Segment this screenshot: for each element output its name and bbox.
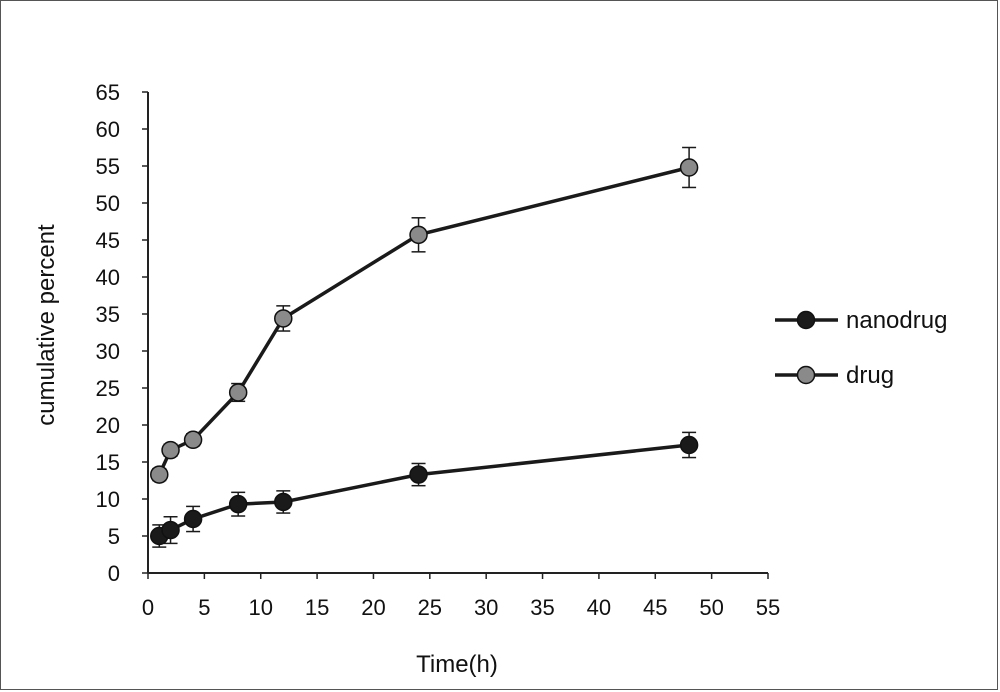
series-drug <box>150 146 699 484</box>
y-axis: 0 5 10 15 20 25 30 35 40 45 50 55 60 65 <box>96 80 149 586</box>
x-tick-label: 35 <box>530 595 554 620</box>
y-tick-label: 55 <box>96 154 120 179</box>
data-point <box>161 520 180 540</box>
data-point <box>228 383 248 402</box>
data-point <box>228 494 248 514</box>
x-tick-label: 0 <box>142 595 154 620</box>
y-tick-label: 45 <box>96 228 120 253</box>
data-point <box>409 225 428 245</box>
x-tick-label: 45 <box>643 595 667 620</box>
data-point <box>679 435 699 455</box>
x-tick-label: 40 <box>587 595 611 620</box>
y-tick-label: 30 <box>96 339 120 364</box>
data-point <box>183 509 203 529</box>
y-tick-label: 0 <box>108 561 120 586</box>
y-tick-label: 10 <box>96 487 120 512</box>
data-point <box>150 465 169 484</box>
y-tick-label: 25 <box>96 376 120 401</box>
x-tick-label: 30 <box>474 595 498 620</box>
x-tick-label: 5 <box>198 595 210 620</box>
y-tick-label: 65 <box>96 80 120 105</box>
x-tick-label: 55 <box>756 595 780 620</box>
series-layer <box>150 146 699 548</box>
x-axis: 0 5 10 15 20 25 30 35 40 45 50 55 <box>142 572 780 620</box>
y-tick-label: 5 <box>108 524 120 549</box>
y-tick-label: 20 <box>96 413 120 438</box>
legend-item-drug: drug <box>775 362 894 389</box>
x-tick-label: 50 <box>699 595 723 620</box>
x-axis-title: Time(h) <box>416 651 498 678</box>
data-point <box>679 158 699 177</box>
legend-marker <box>796 365 816 385</box>
data-point <box>183 430 203 450</box>
y-tick-label: 40 <box>96 265 120 290</box>
legend-label: nanodrug <box>846 307 947 334</box>
legend-item-nanodrug: nanodrug <box>775 307 947 334</box>
x-tick-label: 25 <box>418 595 442 620</box>
data-point <box>409 465 428 484</box>
data-point <box>274 492 293 512</box>
series-line <box>157 165 690 476</box>
legend: nanodrug drug <box>775 307 947 389</box>
y-tick-label: 15 <box>96 450 120 475</box>
legend-label: drug <box>846 362 894 389</box>
series-line <box>158 443 690 538</box>
data-point <box>274 309 293 328</box>
y-tick-label: 50 <box>96 191 120 216</box>
legend-marker <box>796 310 816 330</box>
y-tick-label: 35 <box>96 302 120 327</box>
x-tick-label: 10 <box>248 595 272 620</box>
data-point <box>161 440 180 460</box>
y-axis-title: cumulative percent <box>33 224 60 426</box>
y-tick-label: 60 <box>96 117 120 142</box>
x-tick-label: 15 <box>305 595 329 620</box>
series-nanodrug <box>150 431 699 548</box>
x-tick-label: 20 <box>361 595 385 620</box>
